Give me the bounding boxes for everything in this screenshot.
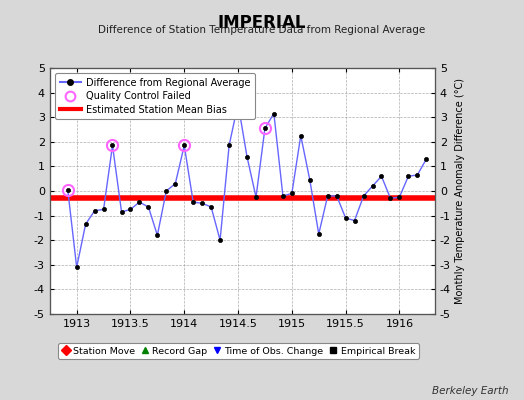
Text: IMPERIAL: IMPERIAL	[218, 14, 306, 32]
Legend: Station Move, Record Gap, Time of Obs. Change, Empirical Break: Station Move, Record Gap, Time of Obs. C…	[58, 343, 419, 359]
Legend: Difference from Regional Average, Quality Control Failed, Estimated Station Mean: Difference from Regional Average, Qualit…	[54, 73, 255, 119]
Y-axis label: Monthly Temperature Anomaly Difference (°C): Monthly Temperature Anomaly Difference (…	[455, 78, 465, 304]
Text: Berkeley Earth: Berkeley Earth	[432, 386, 508, 396]
Text: Difference of Station Temperature Data from Regional Average: Difference of Station Temperature Data f…	[99, 25, 425, 35]
